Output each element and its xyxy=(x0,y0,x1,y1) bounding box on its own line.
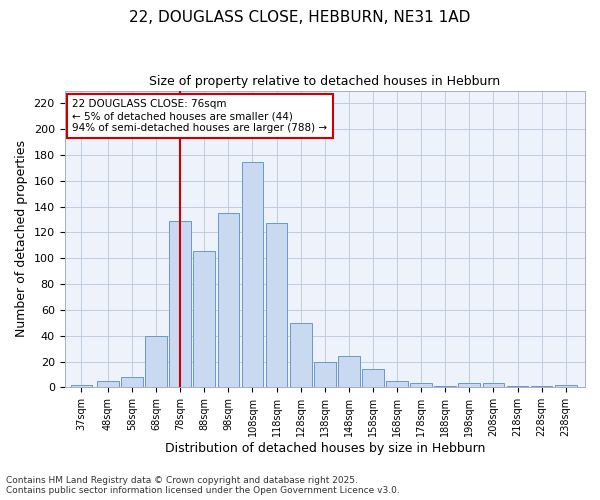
Bar xyxy=(434,386,456,388)
Bar xyxy=(121,377,143,388)
Bar xyxy=(458,384,480,388)
Bar xyxy=(555,385,577,388)
Text: Contains HM Land Registry data © Crown copyright and database right 2025.
Contai: Contains HM Land Registry data © Crown c… xyxy=(6,476,400,495)
Bar xyxy=(410,384,432,388)
Bar xyxy=(386,381,408,388)
X-axis label: Distribution of detached houses by size in Hebburn: Distribution of detached houses by size … xyxy=(164,442,485,455)
Bar xyxy=(531,386,553,388)
Bar xyxy=(290,323,311,388)
Bar xyxy=(145,336,167,388)
Bar xyxy=(169,221,191,388)
Bar xyxy=(218,213,239,388)
Bar xyxy=(482,384,504,388)
Bar xyxy=(314,362,335,388)
Y-axis label: Number of detached properties: Number of detached properties xyxy=(15,140,28,338)
Text: 22, DOUGLASS CLOSE, HEBBURN, NE31 1AD: 22, DOUGLASS CLOSE, HEBBURN, NE31 1AD xyxy=(130,10,470,25)
Bar xyxy=(338,356,360,388)
Bar xyxy=(242,162,263,388)
Bar xyxy=(193,250,215,388)
Bar xyxy=(266,224,287,388)
Bar xyxy=(97,381,119,388)
Text: 22 DOUGLASS CLOSE: 76sqm
← 5% of detached houses are smaller (44)
94% of semi-de: 22 DOUGLASS CLOSE: 76sqm ← 5% of detache… xyxy=(73,100,328,132)
Bar xyxy=(506,386,529,388)
Bar xyxy=(362,370,384,388)
Title: Size of property relative to detached houses in Hebburn: Size of property relative to detached ho… xyxy=(149,75,500,88)
Bar xyxy=(71,385,92,388)
